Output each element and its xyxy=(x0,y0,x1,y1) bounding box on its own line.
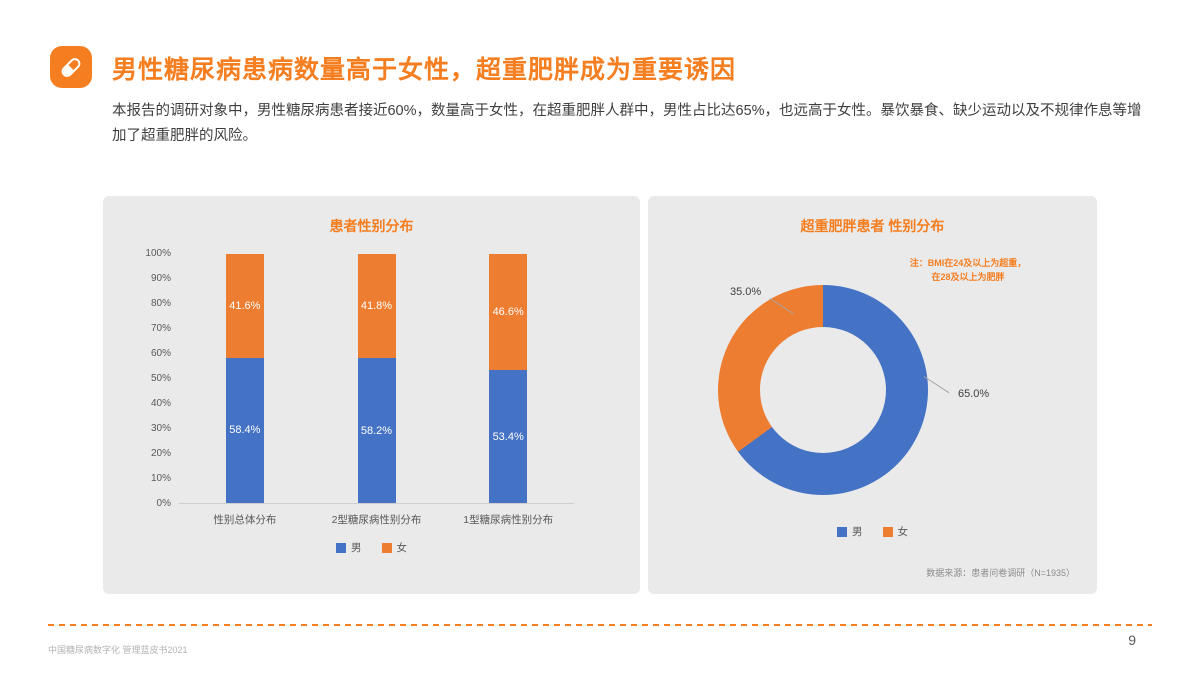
bar-value-label: 58.4% xyxy=(229,424,261,437)
bar-segment-女: 46.6% xyxy=(489,254,528,371)
x-category-label: 1型糖尿病性别分布 xyxy=(463,514,554,526)
y-tick-label: 80% xyxy=(150,298,171,309)
donut-label-male: 65.0% xyxy=(958,388,990,400)
dashed-divider xyxy=(48,624,1152,626)
bar-value-label: 41.6% xyxy=(229,299,261,312)
bar-segment-男: 58.4% xyxy=(225,357,264,503)
legend-swatch xyxy=(381,542,392,553)
y-tick-label: 0% xyxy=(156,498,171,509)
bar-value-label: 41.8% xyxy=(360,300,393,313)
legend-swatch xyxy=(336,542,346,553)
capsule-glyph xyxy=(59,55,83,79)
legend-label: 男 xyxy=(351,542,362,554)
bar-legend: 男女 xyxy=(103,540,640,555)
bar-segment-女: 41.6% xyxy=(225,254,264,358)
legend-label: 女 xyxy=(396,542,408,554)
bar-stack: 41.6% 58.4% xyxy=(225,254,264,503)
bar-plot-wrap: 41.6% 58.4% 41.8% 58.2% 46.6% 53.4% 性别总体分布 2型糖… xyxy=(179,254,574,527)
bmi-note: 注：BMI在24及以上为超重， 在28及以上为肥胖 xyxy=(909,258,1027,283)
donut-hole xyxy=(760,327,886,453)
bar-x-labels: 性别总体分布 2型糖尿病性别分布 1型糖尿病性别分布 xyxy=(179,512,574,527)
bar-chart-panel: 患者性别分布 100% 90% 80% 70% 60% 50% 40% 30% 20% 10% 0%… xyxy=(103,196,640,594)
legend-item: 女 xyxy=(381,540,408,555)
bar-plot: 41.6% 58.4% 41.8% 58.2% 46.6% 53.4% xyxy=(179,254,574,504)
legend-swatch xyxy=(882,526,893,537)
bar-y-axis: 100% 90% 80% 70% 60% 50% 40% 30% 20% 10% 0% xyxy=(131,248,179,510)
y-tick-label: 20% xyxy=(150,448,171,459)
donut-chart-title: 超重肥胖患者 性别分布 xyxy=(800,218,945,234)
y-tick-label: 40% xyxy=(150,398,171,409)
bar-column: 41.6% 58.4% xyxy=(179,254,311,503)
bar-value-label: 46.6% xyxy=(492,306,524,319)
bar-column: 46.6% 53.4% xyxy=(442,254,574,503)
donut-chart-panel: 超重肥胖患者 性别分布 注：BMI在24及以上为超重， 在28及以上为肥胖 35… xyxy=(648,196,1097,594)
bar-value-label: 53.4% xyxy=(492,430,524,443)
bar-segment-男: 53.4% xyxy=(489,370,528,503)
bar-value-label: 58.2% xyxy=(360,424,393,437)
donut-label-female: 35.0% xyxy=(730,286,762,298)
y-tick-label: 60% xyxy=(150,348,171,359)
bar-chart: 100% 90% 80% 70% 60% 50% 40% 30% 20% 10% 0% 41.6% 5… xyxy=(131,248,574,527)
bar-segment-男: 58.2% xyxy=(357,358,396,503)
legend-item: 男 xyxy=(837,524,863,539)
footer-report-name: 中国糖尿病数字化 管理蓝皮书2021 xyxy=(48,645,188,655)
bar-stack: 46.6% 53.4% xyxy=(489,254,528,503)
bar-segment-女: 41.8% xyxy=(357,254,396,359)
bar-chart-title: 患者性别分布 xyxy=(329,218,414,234)
donut-legend: 男女 xyxy=(648,524,1097,539)
x-category-label: 2型糖尿病性别分布 xyxy=(331,514,422,526)
y-tick-label: 30% xyxy=(150,423,171,434)
y-tick-label: 100% xyxy=(145,248,171,259)
pill-icon xyxy=(50,46,92,88)
y-tick-label: 10% xyxy=(150,473,171,484)
legend-label: 女 xyxy=(897,526,909,538)
legend-item: 男 xyxy=(336,540,362,555)
legend-item: 女 xyxy=(882,524,909,539)
y-tick-label: 70% xyxy=(150,323,171,334)
legend-swatch xyxy=(837,526,847,537)
data-source-note: 数据来源：患者问卷调研（N=1935） xyxy=(926,568,1075,578)
intro-paragraph: 本报告的调研对象中，男性糖尿病患者接近60%，数量高于女性，在超重肥胖人群中，男… xyxy=(112,103,1142,145)
donut-ring xyxy=(718,285,928,495)
bar-stack: 41.8% 58.2% xyxy=(357,254,396,503)
page-number: 9 xyxy=(1128,632,1136,648)
y-tick-label: 50% xyxy=(150,373,171,384)
y-tick-label: 90% xyxy=(150,273,171,284)
page-title: 男性糖尿病患病数量高于女性，超重肥胖成为重要诱因 xyxy=(112,56,737,84)
legend-label: 男 xyxy=(852,526,863,538)
x-category-label: 性别总体分布 xyxy=(213,514,277,526)
bar-column: 41.8% 58.2% xyxy=(311,254,443,503)
